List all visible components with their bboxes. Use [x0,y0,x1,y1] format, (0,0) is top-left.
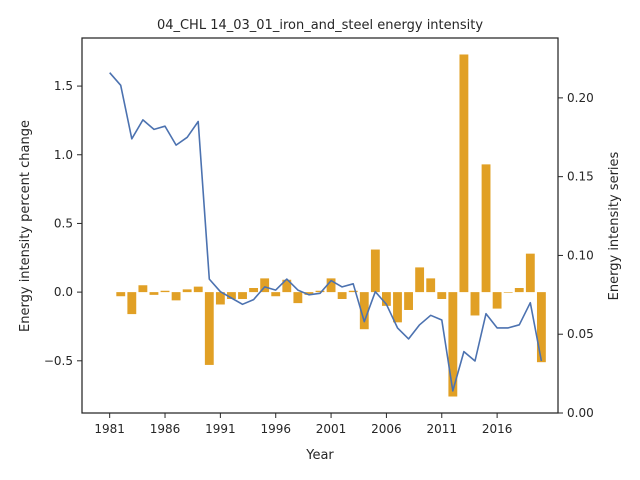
bar-1988 [182,289,192,293]
y-axis-right: 0.00 0.05 0.10 0.15 0.20 [558,91,594,420]
y-right-tick-label: 0.00 [567,406,594,420]
y-right-tick-label: 0.20 [567,91,594,105]
x-tick-label: 2006 [371,422,402,436]
bar-1995 [260,278,270,293]
y-right-tick-label: 0.10 [567,248,594,262]
intensity-line [109,72,543,392]
y-right-tick-label: 0.15 [567,170,594,184]
x-tick-label: 1991 [205,422,236,436]
bar-2011 [437,292,447,299]
bar-1994 [249,288,259,293]
bar-series [116,54,546,397]
bar-2002 [337,292,347,299]
bar-2016 [492,292,502,309]
bar-2005 [370,249,380,293]
chart-title: 04_CHL 14_03_01_iron_and_steel energy in… [157,18,483,33]
bar-1989 [193,286,203,293]
bar-1991 [215,292,225,305]
x-tick-label: 2001 [316,422,347,436]
bar-1987 [171,292,181,301]
bar-2006 [381,292,391,306]
bar-1983 [127,292,137,315]
bar-1993 [238,292,247,299]
y-left-tick-label: 0.5 [54,216,73,230]
bar-2013 [459,54,469,293]
x-tick-label: 2016 [482,422,513,436]
bar-2007 [393,292,402,323]
bar-2008 [404,292,413,310]
bar-2010 [426,278,436,293]
y-axis-right-title: Energy intensity series [607,151,622,300]
x-axis: 1981 1986 1991 1996 2001 2006 2011 2016 [94,413,512,436]
bar-2003 [348,290,358,293]
y-right-tick-label: 0.05 [567,327,594,341]
bar-2020 [536,292,546,363]
x-tick-label: 1981 [94,422,125,436]
y-axis-left-title: Energy intensity percent change [18,120,33,332]
bar-1992 [227,292,236,299]
y-left-tick-label: −0.5 [44,354,73,368]
line-series [109,72,543,392]
bar-2012 [448,292,458,397]
x-tick-label: 1986 [150,422,181,436]
bar-1999 [304,292,314,295]
bar-1998 [293,292,303,304]
x-tick-label: 1996 [260,422,291,436]
bar-2004 [359,292,369,330]
bar-1982 [116,292,126,297]
y-left-tick-label: 0.0 [54,285,73,299]
bar-1985 [149,292,159,295]
bar-1996 [271,292,281,297]
bar-1997 [282,279,292,293]
y-axis-left: −0.5 0.0 0.5 1.0 1.5 [44,79,82,368]
bar-2017 [503,292,513,293]
bar-1990 [204,292,214,365]
bar-1986 [160,290,170,293]
plot-frame [81,37,559,414]
x-tick-label: 2011 [426,422,457,436]
bar-1984 [138,285,148,293]
bar-2009 [415,267,425,293]
bar-2018 [514,288,524,293]
bar-2001 [326,278,336,293]
x-axis-title: Year [305,448,334,463]
y-left-tick-label: 1.5 [54,79,73,93]
bar-2015 [481,164,491,293]
bar-2000 [315,290,325,293]
bar-2014 [470,292,480,316]
y-left-tick-label: 1.0 [54,148,73,162]
bar-2019 [525,253,535,293]
